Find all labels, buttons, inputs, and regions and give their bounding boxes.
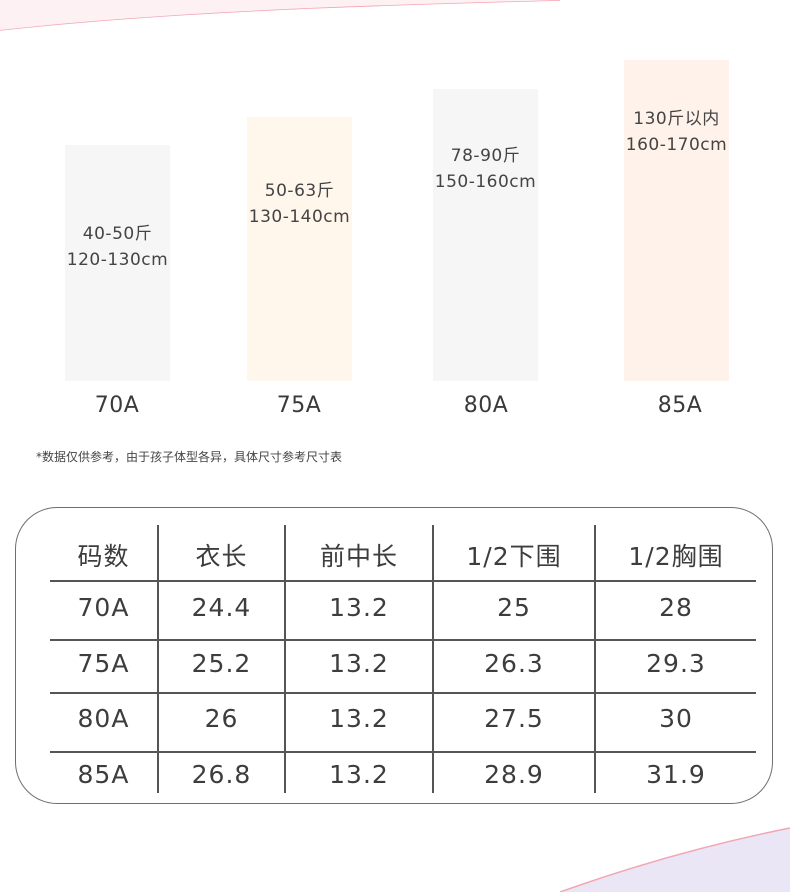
reference-note: *数据仅供参考，由于孩子体型各异，具体尺寸参考尺寸表 — [36, 450, 343, 464]
table-divider — [50, 639, 756, 641]
table-cell: 29.3 — [646, 649, 706, 678]
table-divider — [50, 692, 756, 694]
table-cell: 13.2 — [329, 760, 389, 789]
bar-height-text: 150-160cm — [434, 172, 537, 192]
size-bar-85A: 130斤以内 160-170cm — [624, 60, 729, 381]
table-header-front-length: 前中长 — [319, 542, 398, 571]
size-bar-70A: 40-50斤 120-130cm — [65, 145, 170, 381]
table-header-size: 码数 — [77, 542, 130, 571]
table-cell: 85A — [77, 760, 130, 789]
table-divider — [50, 751, 756, 753]
bar-weight-text: 50-63斤 — [264, 181, 335, 201]
size-bar-75A: 50-63斤 130-140cm — [247, 117, 352, 381]
table-cell: 26.8 — [191, 760, 252, 789]
table-column-divider — [157, 525, 159, 793]
size-label-70A: 70A — [94, 393, 140, 418]
table-cell: 25 — [497, 593, 531, 622]
bottom-pink-curve — [559, 827, 790, 892]
table-cell: 26 — [204, 704, 239, 733]
table-cell: 13.2 — [329, 704, 389, 733]
table-cell: 30 — [659, 704, 693, 733]
table-header-half-underbust: 1/2下围 — [466, 542, 562, 571]
table-cell: 13.2 — [329, 593, 389, 622]
top-pink-fill — [0, 0, 560, 30]
size-table — [15, 507, 773, 804]
bar-height-text: 130-140cm — [248, 207, 351, 227]
size-label-75A: 75A — [276, 393, 322, 418]
table-cell: 31.9 — [646, 760, 706, 789]
table-cell: 25.2 — [191, 649, 252, 678]
size-bar-80A: 78-90斤 150-160cm — [433, 89, 538, 381]
table-header-length: 衣长 — [195, 542, 248, 571]
table-cell: 70A — [77, 593, 130, 622]
table-cell: 28 — [659, 593, 693, 622]
table-column-divider — [432, 525, 434, 793]
table-header-half-bust: 1/2胸围 — [628, 542, 724, 571]
table-cell: 27.5 — [484, 704, 544, 733]
bar-weight-text: 130斤以内 — [633, 109, 720, 129]
table-cell: 75A — [77, 649, 130, 678]
table-cell: 24.4 — [191, 593, 252, 622]
table-cell: 80A — [77, 704, 130, 733]
table-cell: 28.9 — [484, 760, 544, 789]
table-cell: 26.3 — [484, 649, 544, 678]
bar-height-text: 120-130cm — [66, 250, 169, 270]
bar-height-text: 160-170cm — [625, 135, 728, 155]
table-cell: 13.2 — [329, 649, 389, 678]
size-label-80A: 80A — [463, 393, 509, 418]
table-divider — [50, 580, 756, 582]
size-label-85A: 85A — [657, 393, 703, 418]
bar-weight-text: 78-90斤 — [450, 146, 521, 166]
bar-weight-text: 40-50斤 — [82, 224, 153, 244]
table-column-divider — [284, 525, 286, 793]
table-column-divider — [594, 525, 596, 793]
bottom-lavender-corner — [560, 828, 790, 892]
